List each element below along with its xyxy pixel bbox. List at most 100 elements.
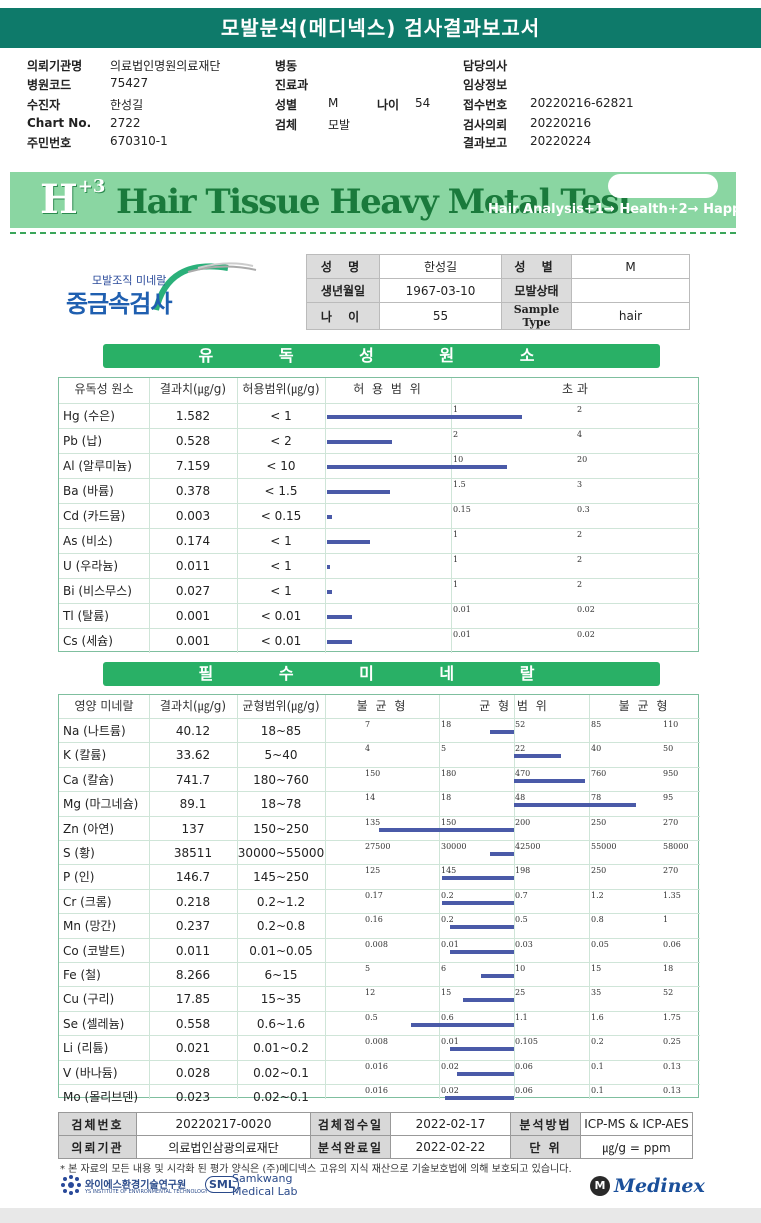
header-result: 결과치(㎍/g) <box>159 382 227 396</box>
info-label: 병동 <box>275 59 298 73</box>
result-bar <box>327 440 392 444</box>
balanced-range: 30000~55000 <box>237 846 325 860</box>
result-bar <box>327 615 352 619</box>
tick-label: 5 <box>365 964 371 973</box>
allowed-range: < 1 <box>270 559 292 573</box>
tick-label: 1.5 <box>453 480 466 489</box>
info-label: 의뢰기관명 <box>27 59 83 73</box>
tick-label: 0.016 <box>365 1061 388 1071</box>
info-label: Chart No. <box>27 116 92 130</box>
element-name: Se (셀레늄) <box>63 1016 125 1031</box>
tick-label: 18 <box>441 793 452 803</box>
tick-label: 0.2 <box>441 890 454 900</box>
result-value: 0.021 <box>175 1041 211 1056</box>
tick-label: 0.02 <box>577 630 595 639</box>
balanced-range: 5~40 <box>264 748 298 763</box>
element-name: Al (알루미늄) <box>63 459 132 473</box>
result-value: 38511 <box>173 846 213 860</box>
result-value: 0.011 <box>175 943 211 958</box>
tick-label: 14 <box>365 793 376 803</box>
tick-label: 0.02 <box>441 1061 459 1071</box>
tick-label: 760 <box>591 768 607 778</box>
result-value: 0.378 <box>175 484 211 498</box>
balanced-range: 150~250 <box>253 821 309 836</box>
column-divider <box>237 695 238 1099</box>
result-bar <box>442 876 514 881</box>
result-bar <box>327 515 332 519</box>
tick-label: 0.7 <box>515 890 528 900</box>
table-row: Mn (망간) 0.237 0.2~0.8 0.16 0.2 0.5 0.8 1 <box>59 913 700 937</box>
table-row: Al (알루미늄) 7.159 < 10 10 20 <box>59 453 700 478</box>
column-divider <box>514 695 515 1099</box>
table-row: Ba (바륨) 0.378 < 1.5 1.5 3 <box>59 478 700 503</box>
info-value: 54 <box>415 96 431 110</box>
tick-label: 52 <box>663 988 674 998</box>
table-row: Zn (아연) 137 150~250 135 150 200 250 270 <box>59 815 700 840</box>
info-label: 검사의뢰 <box>463 118 508 132</box>
allowed-range: < 1 <box>270 409 292 423</box>
result-bar <box>379 827 514 832</box>
tick-label: 1 <box>453 555 459 564</box>
result-value: 0.003 <box>175 509 211 523</box>
result-bar <box>514 754 561 759</box>
hair-test-banner: H+3 Hair Tissue Heavy Metal Test Hair An… <box>10 172 761 228</box>
result-value: 0.023 <box>175 1090 211 1104</box>
info-value: 20220224 <box>530 134 592 148</box>
table-row: Mo (몰리브덴) 0.023 0.02~0.1 0.016 0.02 0.06 0.1 0.… <box>59 1084 700 1108</box>
element-name: Cu (구리) <box>63 992 115 1007</box>
result-value: 0.011 <box>175 559 211 573</box>
result-bar <box>410 1022 514 1027</box>
result-value: 7.159 <box>175 459 211 473</box>
result-value: 33.62 <box>175 748 211 763</box>
info-value: 670310-1 <box>110 134 168 148</box>
info-label: 성별 <box>275 98 298 112</box>
info-value: 20220216 <box>530 116 592 130</box>
tick-label: 0.8 <box>591 915 604 925</box>
ys-institute-name: 와이에스환경기술연구원 <box>85 1180 187 1191</box>
balanced-range: 0.02~0.1 <box>253 1065 309 1080</box>
allowed-range: < 1 <box>270 584 292 598</box>
tick-label: 10 <box>453 455 464 464</box>
header-exceed: 초 과 <box>562 382 588 396</box>
report-title: 모발분석(메디넥스) 검사결과보고서 <box>0 8 761 48</box>
result-value: 0.218 <box>175 894 211 909</box>
info-label: 병원코드 <box>27 78 72 92</box>
table-row: K (칼륨) 33.62 5~40 4 5 22 40 50 <box>59 742 700 766</box>
table-row: Cu (구리) 17.85 15~35 12 15 25 35 52 <box>59 986 700 1010</box>
tick-label: 0.016 <box>365 1086 388 1095</box>
tick-label: 7 <box>365 720 371 729</box>
tick-label: 0.1 <box>591 1086 604 1095</box>
result-value: 8.266 <box>175 968 211 982</box>
header-allowed: 허 용 범 위 <box>353 382 423 396</box>
divider <box>10 232 736 234</box>
tick-label: 95 <box>663 793 674 803</box>
tick-label: 0.05 <box>591 939 609 949</box>
allowed-range: < 0.15 <box>260 509 302 523</box>
ys-institute-subname: YS INSTITUTE OF ENVIRONMENTAL TECHNOLOGY <box>85 1189 208 1195</box>
profile-table: 성 명 한성길 성 별 M 생년월일 1967-03-10 모발상태 나 이 5… <box>306 254 690 330</box>
tick-label: 250 <box>591 866 607 876</box>
tick-label: 1.35 <box>663 890 681 900</box>
tick-label: 48 <box>515 793 526 803</box>
table-row: Se (셀레늄) 0.558 0.6~1.6 0.5 0.6 1.1 1.6 1.75 <box>59 1010 700 1035</box>
element-name: Bi (비스무스) <box>63 584 132 598</box>
tick-label: 4 <box>577 430 583 439</box>
allowed-range: < 1 <box>270 534 292 548</box>
header-range: 균형범위(㎍/g) <box>242 699 320 713</box>
result-value: 17.85 <box>175 992 211 1007</box>
table-row: Na (나트륨) 40.12 18~85 7 18 52 85 110 <box>59 718 700 742</box>
table-row: Mg (마그네슘) 89.1 18~78 14 18 48 78 95 <box>59 791 700 815</box>
header-element: 영양 미네랄 <box>74 699 134 713</box>
element-name: Co (코발트) <box>63 943 126 958</box>
element-name: K (칼륨) <box>63 748 107 763</box>
table-row: P (인) 146.7 145~250 125 145 198 250 270 <box>59 864 700 888</box>
ys-institute-logo-icon <box>61 1175 81 1195</box>
tick-label: 15 <box>591 964 602 973</box>
tick-label: 1 <box>453 530 459 539</box>
table-row: Li (리튬) 0.021 0.01~0.2 0.008 0.01 0.105 0.2 0.2… <box>59 1035 700 1059</box>
result-bar <box>463 998 514 1003</box>
tick-label: 0.03 <box>515 939 533 949</box>
info-label: 나이 <box>377 98 400 112</box>
element-name: U (우라늄) <box>63 559 119 573</box>
